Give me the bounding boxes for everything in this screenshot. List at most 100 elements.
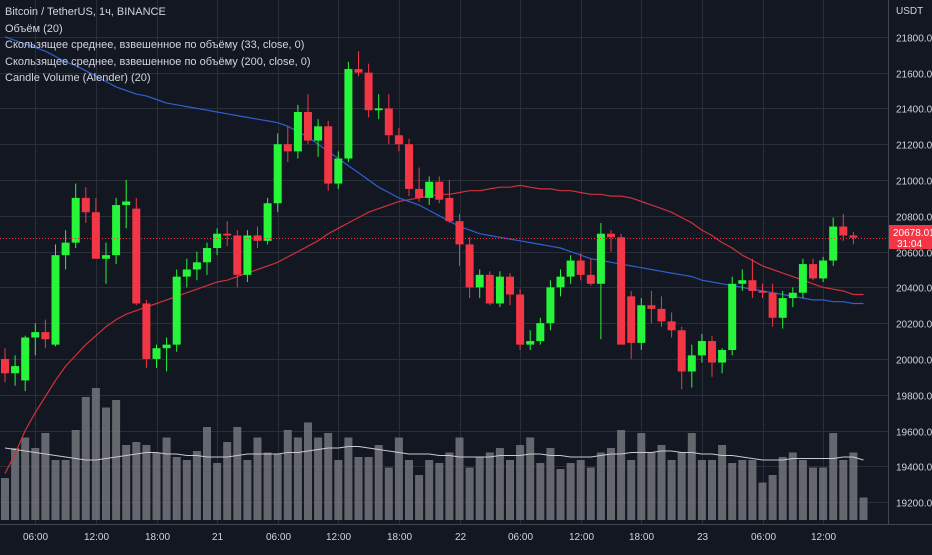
candle[interactable] bbox=[21, 335, 30, 392]
candle[interactable] bbox=[243, 230, 252, 282]
volume-bar bbox=[192, 451, 201, 520]
candle[interactable] bbox=[798, 258, 807, 299]
candle[interactable] bbox=[71, 183, 80, 248]
candle[interactable] bbox=[384, 94, 393, 145]
candle[interactable] bbox=[263, 197, 272, 245]
candle[interactable] bbox=[657, 296, 666, 327]
candle[interactable] bbox=[465, 237, 474, 299]
candle[interactable] bbox=[41, 319, 50, 349]
legend-vwma-33[interactable]: Скользящее среднее, взвешенное по объёму… bbox=[5, 39, 305, 51]
candle[interactable] bbox=[506, 273, 514, 306]
candle[interactable] bbox=[354, 51, 363, 77]
candle[interactable] bbox=[738, 269, 747, 291]
candle[interactable] bbox=[809, 258, 817, 281]
candle[interactable] bbox=[273, 133, 282, 213]
candle[interactable] bbox=[152, 344, 161, 368]
candle[interactable] bbox=[132, 197, 141, 306]
candle[interactable] bbox=[11, 355, 20, 386]
candle[interactable] bbox=[566, 255, 575, 284]
candle[interactable] bbox=[819, 256, 828, 282]
candle[interactable] bbox=[394, 128, 403, 152]
candle[interactable] bbox=[172, 269, 181, 352]
candle[interactable] bbox=[607, 230, 615, 252]
candle[interactable] bbox=[91, 197, 100, 259]
candle[interactable] bbox=[334, 151, 343, 189]
candle[interactable] bbox=[849, 231, 858, 245]
candle[interactable] bbox=[51, 244, 60, 347]
candle[interactable] bbox=[687, 344, 696, 388]
price-axis-ticks[interactable]: 21800.00 21600.00 21400.00 21200.00 21000.00… bbox=[896, 34, 932, 510]
candlesticks[interactable] bbox=[1, 51, 858, 392]
legend-volume[interactable]: Объём (20) bbox=[5, 22, 63, 35]
candle[interactable] bbox=[122, 180, 131, 229]
candle[interactable] bbox=[364, 63, 373, 118]
candle[interactable] bbox=[485, 271, 494, 306]
candle[interactable] bbox=[697, 333, 706, 363]
candle[interactable] bbox=[829, 217, 838, 266]
candle[interactable] bbox=[344, 61, 353, 163]
time-axis-ticks[interactable]: 06:00 12:00 18:00 21 06:00 12:00 18:00 22 06:00 1… bbox=[23, 532, 836, 543]
candle[interactable] bbox=[627, 290, 636, 359]
candle[interactable] bbox=[647, 290, 656, 324]
candle[interactable] bbox=[536, 317, 545, 345]
candle[interactable] bbox=[667, 312, 676, 338]
candle[interactable] bbox=[596, 222, 605, 340]
candle[interactable] bbox=[748, 258, 757, 299]
candle[interactable] bbox=[203, 242, 211, 275]
candle[interactable] bbox=[142, 299, 151, 368]
candle[interactable] bbox=[213, 228, 222, 256]
candle[interactable] bbox=[677, 326, 686, 390]
candle[interactable] bbox=[162, 337, 171, 372]
candle[interactable] bbox=[495, 271, 504, 308]
candle[interactable] bbox=[415, 167, 424, 202]
candle[interactable] bbox=[314, 119, 323, 157]
candle[interactable] bbox=[768, 283, 777, 327]
volume-bar bbox=[273, 454, 282, 520]
candle[interactable] bbox=[788, 287, 797, 308]
candle[interactable] bbox=[576, 253, 585, 281]
candle[interactable] bbox=[455, 214, 464, 266]
candle[interactable] bbox=[778, 290, 787, 329]
candle[interactable] bbox=[516, 289, 525, 350]
candle[interactable] bbox=[1, 348, 9, 383]
candle[interactable] bbox=[556, 269, 565, 297]
candle[interactable] bbox=[586, 258, 595, 286]
legend-vwma-200[interactable]: Скользящее среднее, взвешенное по объёму… bbox=[5, 55, 311, 68]
symbol-title[interactable]: Bitcoin / TetherUS, 1ч, BINANCE bbox=[5, 6, 166, 18]
candle[interactable] bbox=[283, 126, 292, 163]
candle[interactable] bbox=[304, 94, 312, 145]
candle[interactable] bbox=[435, 176, 444, 204]
candle[interactable] bbox=[758, 283, 767, 299]
candle[interactable] bbox=[728, 276, 737, 356]
candle[interactable] bbox=[61, 230, 70, 270]
candle-body bbox=[566, 260, 575, 277]
candle[interactable] bbox=[839, 214, 848, 241]
candle[interactable] bbox=[546, 280, 555, 331]
candle[interactable] bbox=[192, 251, 201, 281]
candle[interactable] bbox=[475, 269, 484, 299]
candle[interactable] bbox=[81, 187, 90, 223]
candle[interactable] bbox=[112, 197, 121, 265]
legend-candle-volume[interactable]: Candle Volume (Alender) (20) bbox=[5, 72, 151, 84]
candle[interactable] bbox=[526, 330, 535, 350]
volume-bar bbox=[576, 460, 585, 520]
volume-bar bbox=[526, 437, 535, 520]
candle[interactable] bbox=[708, 335, 716, 377]
candle[interactable] bbox=[182, 258, 191, 288]
candle[interactable] bbox=[102, 242, 110, 284]
candle[interactable] bbox=[233, 230, 242, 288]
candle[interactable] bbox=[445, 180, 454, 223]
candle[interactable] bbox=[374, 94, 383, 120]
candle[interactable] bbox=[637, 298, 646, 350]
candle[interactable] bbox=[617, 233, 626, 345]
candle[interactable] bbox=[425, 176, 434, 206]
candle[interactable] bbox=[253, 226, 262, 248]
candle[interactable] bbox=[718, 348, 727, 374]
candle[interactable] bbox=[223, 221, 232, 247]
candle[interactable] bbox=[31, 323, 40, 356]
candle[interactable] bbox=[324, 120, 333, 191]
candle[interactable] bbox=[405, 138, 413, 197]
candle[interactable] bbox=[293, 104, 302, 159]
